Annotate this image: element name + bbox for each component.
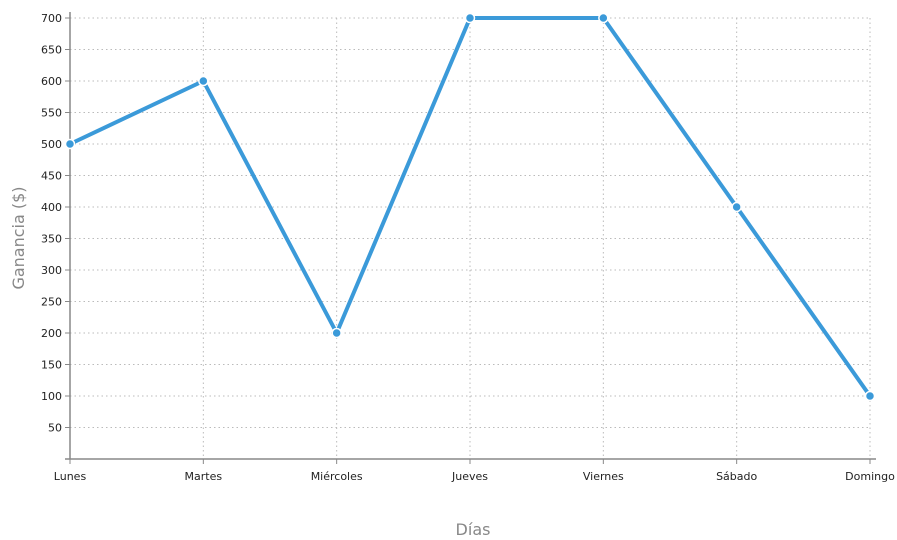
y-axis-title: Ganancia ($) [9,186,28,289]
x-tick-label: Domingo [845,470,895,483]
grid [69,17,871,459]
y-tick-label: 650 [41,44,62,57]
y-tick-label: 300 [41,264,62,277]
y-tick-label: 600 [41,75,62,88]
x-tick-label: Martes [185,470,223,483]
data-point[interactable] [64,138,76,150]
y-tick-label: 700 [41,12,62,25]
x-tick-label: Lunes [54,470,87,483]
x-tick-label: Sábado [716,470,757,483]
y-tick-label: 200 [41,327,62,340]
x-tick-label: Miércoles [311,470,363,483]
data-point[interactable] [598,12,609,24]
y-tick-label: 500 [41,138,62,151]
y-tick-label: 400 [41,201,62,214]
y-tick-label: 50 [48,422,62,435]
data-point[interactable] [331,327,342,339]
x-axis-ticks: Lunes Martes Miércoles Jueves Viernes Sábado D… [54,459,895,483]
x-tick-label: Jueves [451,470,488,483]
data-point[interactable] [864,390,876,402]
y-tick-label: 100 [41,390,62,403]
y-tick-label: 550 [41,107,62,120]
data-point[interactable] [464,12,476,24]
x-axis-title: Días [456,520,491,539]
y-tick-label: 450 [41,170,62,183]
y-tick-label: 250 [41,296,62,309]
series [64,12,876,402]
y-tick-label: 150 [41,359,62,372]
data-point[interactable] [731,201,742,213]
y-axis-ticks: 50 100 150 200 250 300 350 400 450 500 550 600 650 70… [41,12,70,435]
x-tick-label: Viernes [583,470,624,483]
y-tick-label: 350 [41,233,62,246]
data-point[interactable] [198,75,209,87]
